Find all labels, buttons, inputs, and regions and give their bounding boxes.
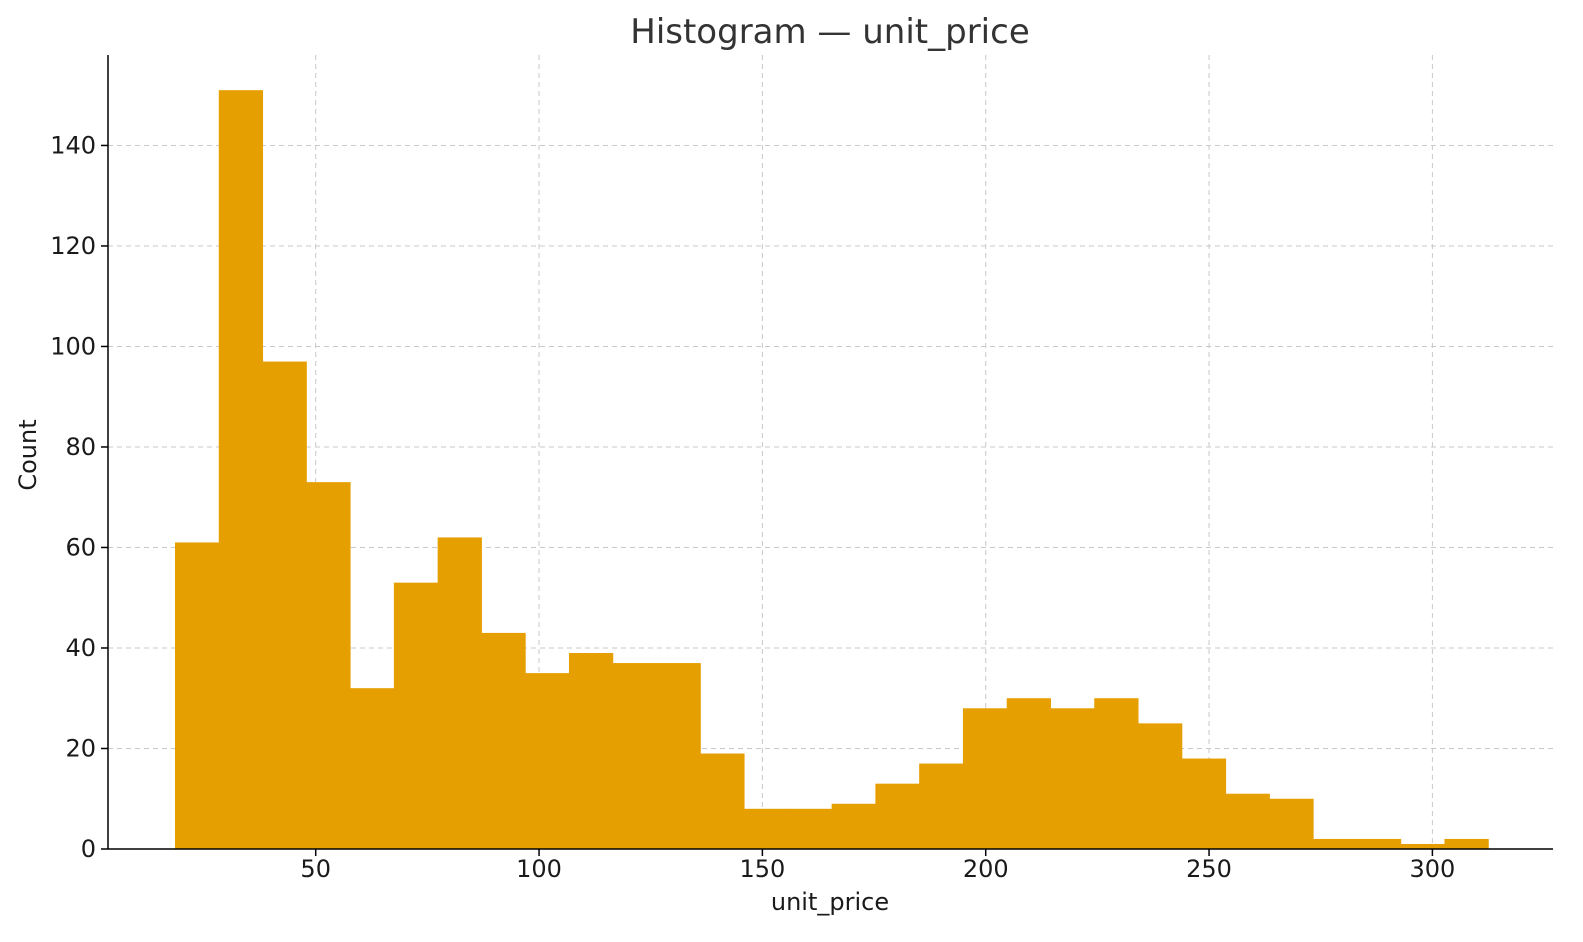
histogram-bar — [919, 763, 964, 849]
x-tick-label: 50 — [300, 855, 331, 883]
x-tick-label: 150 — [739, 855, 785, 883]
histogram-bar — [787, 808, 833, 849]
histogram-bar — [1356, 838, 1402, 849]
histogram-bar — [525, 673, 570, 849]
x-tick-label: 300 — [1409, 855, 1455, 883]
histogram-bar — [481, 632, 526, 849]
x-tick-label: 100 — [516, 855, 562, 883]
y-tick-label: 0 — [81, 835, 96, 863]
histogram-bar — [1269, 798, 1314, 849]
histogram-bar — [831, 803, 876, 849]
y-tick-label: 140 — [50, 131, 96, 159]
histogram-bar — [1138, 723, 1183, 849]
histogram-bar — [1225, 793, 1270, 849]
histogram-bar — [218, 90, 264, 849]
chart-title: Histogram — unit_price — [630, 12, 1029, 52]
histogram-bar — [612, 663, 658, 849]
histogram-bar — [1094, 698, 1139, 849]
histogram-bar — [175, 542, 220, 849]
y-tick-label: 40 — [65, 634, 96, 662]
histogram-bar — [962, 708, 1008, 849]
bars — [175, 90, 1489, 849]
histogram-bar — [1006, 698, 1051, 849]
histogram-bar — [1313, 838, 1358, 849]
histogram-bar — [700, 753, 745, 849]
histogram-bar — [262, 361, 307, 849]
x-tick-label: 250 — [1186, 855, 1232, 883]
histogram-bar — [1400, 843, 1445, 849]
axes — [107, 55, 1553, 850]
histogram-bar — [437, 537, 482, 849]
histogram-bar — [1050, 708, 1095, 849]
histogram-bar — [1444, 838, 1489, 849]
histogram-bar — [393, 582, 439, 849]
histogram-bar — [306, 482, 351, 849]
histogram-bar — [875, 783, 920, 849]
histogram-bar — [1181, 758, 1227, 849]
y-axis-label: Count — [14, 419, 42, 490]
ticks: 50 100 150 200 250 300 0 20 40 60 80 100 120 140 — [50, 131, 1455, 883]
y-tick-label: 120 — [50, 232, 96, 260]
histogram-bar — [744, 808, 789, 849]
y-tick-label: 80 — [65, 433, 96, 461]
y-tick-label: 60 — [65, 533, 96, 561]
x-tick-label: 200 — [963, 855, 1009, 883]
histogram-bar — [568, 653, 614, 849]
histogram-bar — [350, 688, 395, 849]
histogram-bar — [656, 663, 701, 849]
x-axis-label: unit_price — [771, 888, 889, 916]
y-tick-label: 20 — [65, 734, 96, 762]
y-tick-label: 100 — [50, 332, 96, 360]
